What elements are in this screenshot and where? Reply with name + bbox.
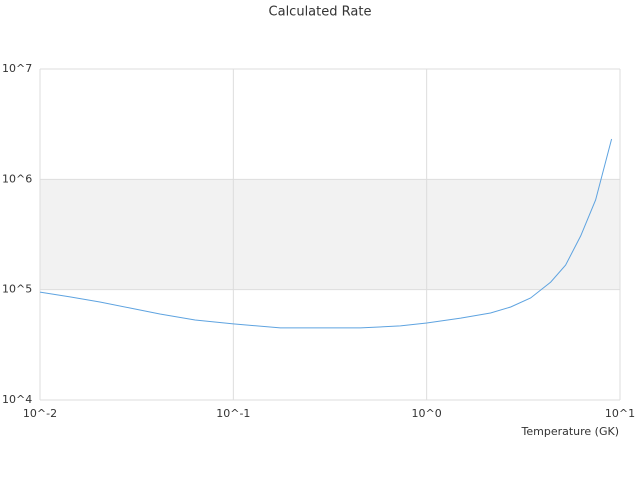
x-axis-label: Temperature (GK) <box>521 425 620 438</box>
x-tick-label: 10^1 <box>605 407 635 420</box>
y-tick-label: 10^4 <box>2 393 32 406</box>
x-tick-label: 10^-1 <box>216 407 250 420</box>
y-tick-label: 10^7 <box>2 62 32 75</box>
y-tick-label: 10^5 <box>2 283 32 296</box>
x-tick-label: 10^-2 <box>23 407 57 420</box>
chart-title: Calculated Rate <box>269 5 372 20</box>
x-tick-label: 10^0 <box>412 407 442 420</box>
data-line <box>39 138 613 329</box>
y-tick-label: 10^6 <box>2 172 32 185</box>
grid-band <box>40 179 620 290</box>
